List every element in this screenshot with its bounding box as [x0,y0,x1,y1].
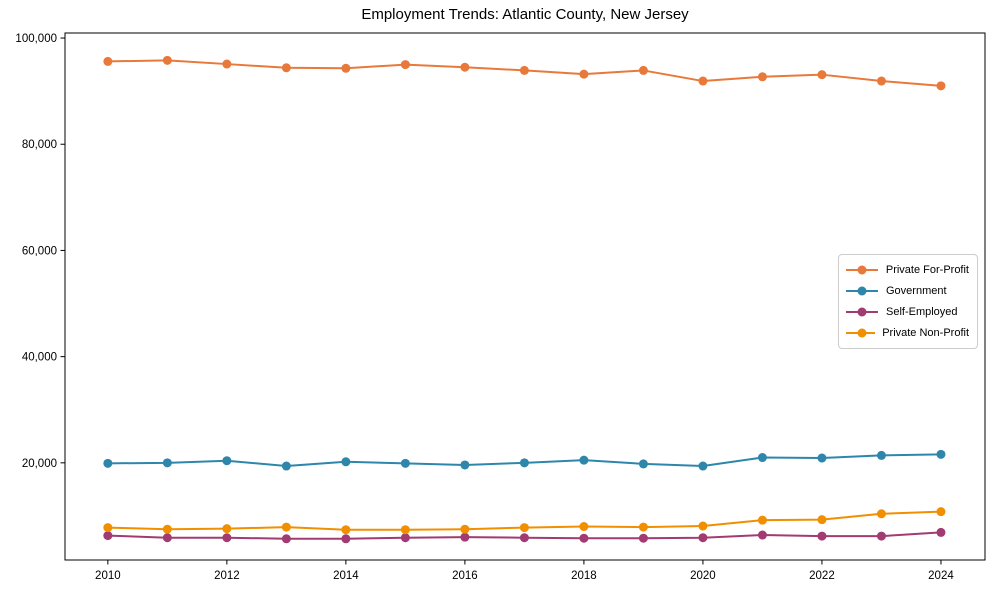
data-point-private-non-profit-2022 [817,515,827,525]
data-point-government-2015 [400,458,410,468]
data-point-private-non-profit-2021 [757,515,767,525]
data-point-private-for-profit-2023 [876,76,886,86]
data-point-government-2017 [519,458,529,468]
data-point-self-employed-2010 [103,531,113,541]
data-point-private-non-profit-2018 [579,522,589,532]
data-point-private-non-profit-2023 [876,509,886,519]
data-point-private-for-profit-2012 [222,59,232,69]
data-point-private-for-profit-2015 [400,60,410,70]
data-point-self-employed-2023 [876,531,886,541]
legend-line-marker-icon [846,265,878,275]
legend-item-self-employed: Self-Employed [845,304,969,320]
data-point-private-non-profit-2016 [460,524,470,534]
data-point-self-employed-2020 [698,533,708,543]
x-tick-label: 2016 [452,570,478,582]
y-tick-label: 20,000 [22,458,57,470]
data-point-government-2019 [638,459,648,469]
legend-item-private-for-profit: Private For-Profit [845,262,969,278]
x-axis: 2010 2012 2014 2016 2018 2020 2022 2024 [95,560,954,582]
data-point-self-employed-2013 [281,534,291,544]
x-tick-label: 2012 [214,570,240,582]
data-point-government-2024 [936,449,946,459]
y-tick-label: 100,000 [15,33,57,45]
data-point-government-2021 [757,453,767,463]
legend-label-private-non-profit: Private Non-Profit [882,327,969,339]
data-point-private-for-profit-2018 [579,69,589,79]
data-point-private-non-profit-2017 [519,523,529,533]
data-point-government-2014 [341,457,351,467]
data-point-private-non-profit-2014 [341,525,351,535]
data-point-self-employed-2022 [817,531,827,541]
data-point-government-2011 [162,458,172,468]
legend-label-private-for-profit: Private For-Profit [885,264,969,276]
series-markers-private-for-profit [103,55,946,91]
chart-title: Employment Trends: Atlantic County, New … [361,6,689,23]
data-point-private-for-profit-2019 [638,65,648,75]
data-point-private-non-profit-2020 [698,521,708,531]
data-point-government-2013 [281,461,291,471]
data-point-self-employed-2018 [579,533,589,543]
data-point-private-for-profit-2022 [817,70,827,80]
data-point-self-employed-2019 [638,533,648,543]
data-point-government-2016 [460,460,470,470]
legend-line-marker-icon [846,307,878,317]
data-point-private-non-profit-2015 [400,525,410,535]
data-point-private-non-profit-2012 [222,524,232,534]
series-markers-government [103,449,946,471]
data-point-private-non-profit-2019 [638,522,648,532]
data-point-private-for-profit-2021 [757,72,767,82]
data-point-self-employed-2016 [460,532,470,542]
data-point-self-employed-2014 [341,534,351,544]
data-point-private-for-profit-2017 [519,65,529,75]
data-point-private-for-profit-2024 [936,81,946,91]
legend-label-self-employed: Self-Employed [886,306,958,318]
data-point-self-employed-2024 [936,527,946,537]
x-tick-label: 2022 [809,570,835,582]
legend: Private For-Profit Government Self-Employe… [838,254,978,349]
data-point-self-employed-2017 [519,533,529,543]
y-tick-label: 60,000 [22,245,57,257]
x-tick-label: 2018 [571,570,597,582]
y-tick-label: 80,000 [22,139,57,151]
data-point-private-for-profit-2010 [103,56,113,66]
data-point-private-non-profit-2011 [162,524,172,534]
plot-border [64,32,986,561]
series-markers-private-non-profit [103,507,946,535]
y-tick-label: 40,000 [22,352,57,364]
data-point-self-employed-2021 [757,530,767,540]
data-point-private-for-profit-2020 [698,76,708,86]
data-point-self-employed-2012 [222,533,232,543]
x-tick-label: 2020 [690,570,716,582]
legend-line-marker-icon [846,286,878,296]
data-point-private-for-profit-2016 [460,62,470,72]
data-point-government-2012 [222,456,232,466]
x-tick-label: 2024 [928,570,954,582]
data-point-private-non-profit-2024 [936,507,946,517]
series-markers-self-employed [103,527,946,544]
data-point-government-2018 [579,455,589,465]
data-point-private-non-profit-2013 [281,522,291,532]
data-point-government-2023 [876,450,886,460]
data-point-private-for-profit-2013 [281,63,291,73]
data-point-self-employed-2011 [162,533,172,543]
data-point-private-for-profit-2011 [162,55,172,65]
legend-item-private-non-profit: Private Non-Profit [845,325,969,341]
data-point-government-2022 [817,453,827,463]
data-point-private-for-profit-2014 [341,63,351,73]
data-point-government-2010 [103,458,113,468]
data-point-private-non-profit-2010 [103,523,113,533]
legend-line-marker-icon [846,328,876,338]
legend-label-government: Government [886,285,947,297]
data-point-self-employed-2015 [400,533,410,543]
x-tick-label: 2010 [95,570,121,582]
x-tick-label: 2014 [333,570,359,582]
data-point-government-2020 [698,461,708,471]
y-axis: 20,000 40,000 60,000 80,000 100,000 [15,33,65,470]
legend-item-government: Government [845,283,969,299]
